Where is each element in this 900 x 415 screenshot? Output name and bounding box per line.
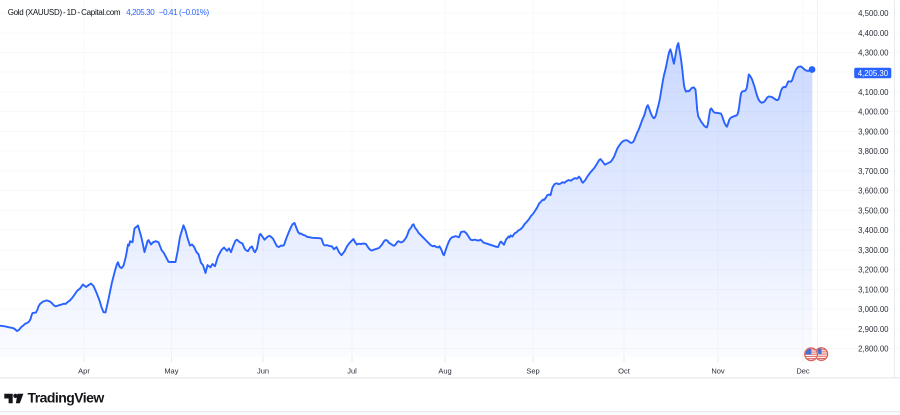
- svg-text:2,800.00: 2,800.00: [858, 345, 889, 354]
- svg-text:3,400.00: 3,400.00: [858, 226, 889, 235]
- svg-text:3,200.00: 3,200.00: [858, 266, 889, 275]
- svg-text:4,205.30: 4,205.30: [126, 8, 155, 17]
- svg-text:Sep: Sep: [526, 367, 539, 376]
- svg-text:2,900.00: 2,900.00: [858, 325, 889, 334]
- svg-text:3,800.00: 3,800.00: [858, 147, 889, 156]
- svg-text:Oct: Oct: [618, 367, 631, 376]
- svg-text:Nov: Nov: [711, 367, 725, 376]
- svg-text:4,500.00: 4,500.00: [858, 9, 889, 18]
- svg-text:3,900.00: 3,900.00: [858, 128, 889, 137]
- svg-text:May: May: [164, 367, 178, 376]
- svg-text:4,205.30: 4,205.30: [858, 69, 889, 78]
- svg-text:3,500.00: 3,500.00: [858, 206, 889, 215]
- svg-text:Dec: Dec: [796, 367, 810, 376]
- svg-text:3,300.00: 3,300.00: [858, 246, 889, 255]
- svg-text:4,000.00: 4,000.00: [858, 108, 889, 117]
- svg-text:Jul: Jul: [347, 367, 357, 376]
- svg-text:3,700.00: 3,700.00: [858, 167, 889, 176]
- svg-text:3,000.00: 3,000.00: [858, 305, 889, 314]
- svg-text:3,100.00: 3,100.00: [858, 285, 889, 294]
- svg-text:Apr: Apr: [78, 367, 90, 376]
- svg-text:4,100.00: 4,100.00: [858, 88, 889, 97]
- svg-text:TradingView: TradingView: [28, 390, 105, 406]
- svg-text:Aug: Aug: [438, 367, 451, 376]
- svg-text:Gold (XAUUSD)-1D-Capital.com: Gold (XAUUSD)-1D-Capital.com: [8, 8, 121, 17]
- svg-text:4,300.00: 4,300.00: [858, 49, 889, 58]
- svg-text:−0.41 (−0.01%): −0.41 (−0.01%): [159, 8, 210, 17]
- svg-text:4,400.00: 4,400.00: [858, 29, 889, 38]
- svg-text:3,600.00: 3,600.00: [858, 187, 889, 196]
- svg-text:Jun: Jun: [257, 367, 269, 376]
